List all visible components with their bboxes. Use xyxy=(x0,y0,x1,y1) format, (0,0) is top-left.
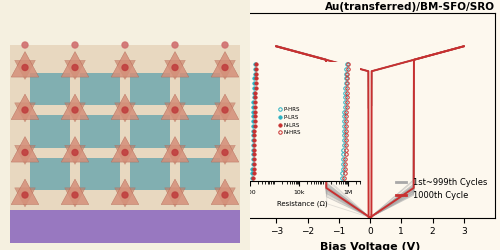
Circle shape xyxy=(222,150,228,156)
Polygon shape xyxy=(214,60,236,80)
Polygon shape xyxy=(14,145,36,165)
Circle shape xyxy=(122,42,128,48)
Polygon shape xyxy=(164,60,186,80)
Polygon shape xyxy=(61,136,89,162)
Y-axis label: Current (A): Current (A) xyxy=(194,86,203,144)
Circle shape xyxy=(72,64,78,70)
FancyBboxPatch shape xyxy=(30,72,70,105)
Circle shape xyxy=(172,192,178,198)
Polygon shape xyxy=(61,94,89,120)
FancyBboxPatch shape xyxy=(130,72,170,105)
Circle shape xyxy=(222,107,228,113)
FancyBboxPatch shape xyxy=(0,0,250,250)
Circle shape xyxy=(122,192,128,198)
Circle shape xyxy=(222,42,228,48)
Circle shape xyxy=(222,192,228,198)
Polygon shape xyxy=(161,94,189,120)
Polygon shape xyxy=(111,136,139,162)
Polygon shape xyxy=(11,179,39,204)
Polygon shape xyxy=(64,60,86,80)
X-axis label: Bias Voltage (V): Bias Voltage (V) xyxy=(320,242,420,250)
Polygon shape xyxy=(161,179,189,204)
FancyBboxPatch shape xyxy=(30,158,70,190)
Circle shape xyxy=(172,42,178,48)
Polygon shape xyxy=(214,145,236,165)
FancyBboxPatch shape xyxy=(30,115,70,148)
Polygon shape xyxy=(11,136,39,162)
Polygon shape xyxy=(161,136,189,162)
Circle shape xyxy=(72,42,78,48)
Polygon shape xyxy=(61,52,89,77)
FancyBboxPatch shape xyxy=(10,45,240,212)
Polygon shape xyxy=(164,145,186,165)
Circle shape xyxy=(72,150,78,156)
Polygon shape xyxy=(11,94,39,120)
FancyBboxPatch shape xyxy=(180,158,220,190)
Legend: 1st~999th Cycles, 1000th Cycle: 1st~999th Cycles, 1000th Cycle xyxy=(393,174,491,203)
Circle shape xyxy=(122,150,128,156)
Polygon shape xyxy=(64,145,86,165)
Polygon shape xyxy=(111,179,139,204)
Polygon shape xyxy=(114,60,136,80)
FancyBboxPatch shape xyxy=(80,158,120,190)
FancyBboxPatch shape xyxy=(80,72,120,105)
Polygon shape xyxy=(211,136,239,162)
Polygon shape xyxy=(64,103,86,122)
Circle shape xyxy=(22,64,28,70)
Polygon shape xyxy=(164,103,186,122)
Circle shape xyxy=(122,64,128,70)
Polygon shape xyxy=(14,60,36,80)
Circle shape xyxy=(22,150,28,156)
Polygon shape xyxy=(111,94,139,120)
FancyBboxPatch shape xyxy=(180,72,220,105)
Polygon shape xyxy=(64,188,86,207)
Circle shape xyxy=(72,107,78,113)
Polygon shape xyxy=(114,103,136,122)
FancyBboxPatch shape xyxy=(130,115,170,148)
FancyBboxPatch shape xyxy=(130,158,170,190)
Circle shape xyxy=(22,107,28,113)
Circle shape xyxy=(172,64,178,70)
Polygon shape xyxy=(211,52,239,77)
Polygon shape xyxy=(114,188,136,207)
Circle shape xyxy=(172,150,178,156)
Circle shape xyxy=(122,107,128,113)
Polygon shape xyxy=(211,94,239,120)
Polygon shape xyxy=(211,179,239,204)
Polygon shape xyxy=(14,188,36,207)
FancyBboxPatch shape xyxy=(10,210,240,242)
FancyBboxPatch shape xyxy=(180,115,220,148)
Circle shape xyxy=(172,107,178,113)
Polygon shape xyxy=(164,188,186,207)
Text: Au(transferred)/BM-SFO/SRO: Au(transferred)/BM-SFO/SRO xyxy=(325,2,495,12)
Polygon shape xyxy=(61,179,89,204)
Polygon shape xyxy=(114,145,136,165)
Circle shape xyxy=(22,192,28,198)
Circle shape xyxy=(72,192,78,198)
Polygon shape xyxy=(161,52,189,77)
Circle shape xyxy=(22,42,28,48)
Polygon shape xyxy=(214,188,236,207)
FancyBboxPatch shape xyxy=(80,115,120,148)
Polygon shape xyxy=(14,103,36,122)
Polygon shape xyxy=(214,103,236,122)
Polygon shape xyxy=(11,52,39,77)
Polygon shape xyxy=(111,52,139,77)
Circle shape xyxy=(222,64,228,70)
